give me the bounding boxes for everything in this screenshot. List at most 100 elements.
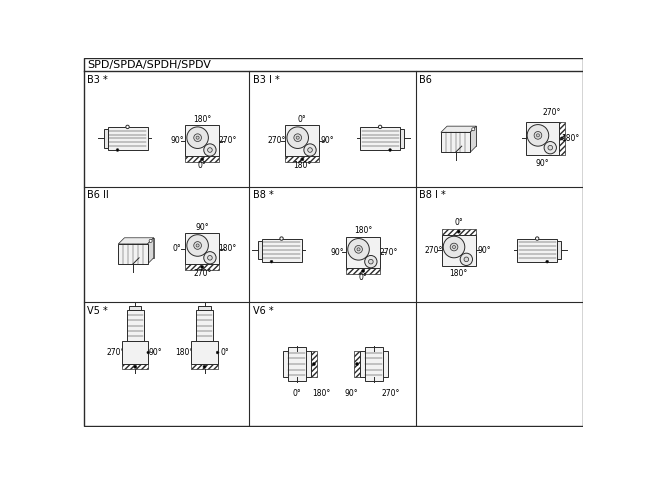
Bar: [283, 351, 311, 377]
Polygon shape: [441, 132, 470, 152]
Text: 270°: 270°: [380, 248, 398, 257]
Circle shape: [201, 158, 203, 161]
Text: 270°: 270°: [106, 348, 124, 357]
Polygon shape: [447, 126, 476, 146]
Bar: [192, 341, 218, 364]
Bar: [122, 341, 148, 364]
Circle shape: [280, 237, 283, 240]
Circle shape: [357, 248, 360, 251]
Circle shape: [348, 239, 369, 260]
Circle shape: [365, 255, 377, 268]
Circle shape: [134, 365, 136, 368]
Text: 180°: 180°: [218, 244, 237, 253]
Text: 270°: 270°: [193, 269, 211, 278]
Bar: [261, 239, 302, 262]
Bar: [185, 125, 219, 156]
Text: B8 I *: B8 I *: [419, 190, 446, 200]
Polygon shape: [148, 238, 153, 264]
Bar: [185, 233, 219, 264]
Circle shape: [149, 240, 152, 242]
Bar: [122, 364, 148, 370]
Text: 90°: 90°: [320, 136, 334, 145]
Text: 270°: 270°: [268, 136, 286, 145]
Circle shape: [355, 245, 363, 253]
Text: V5 *: V5 *: [86, 306, 107, 315]
Text: 270°: 270°: [424, 246, 443, 254]
Circle shape: [389, 149, 391, 151]
Bar: [360, 127, 400, 150]
Text: 0°: 0°: [198, 161, 207, 170]
Text: 90°: 90°: [331, 248, 345, 257]
Circle shape: [196, 244, 199, 247]
Text: B3 I *: B3 I *: [253, 74, 280, 84]
Circle shape: [304, 144, 316, 156]
Circle shape: [116, 149, 119, 151]
Circle shape: [207, 255, 213, 260]
Bar: [400, 129, 404, 148]
Bar: [559, 122, 565, 155]
Circle shape: [369, 259, 373, 264]
Circle shape: [147, 351, 150, 354]
Text: 0°: 0°: [454, 218, 463, 227]
Text: 0°: 0°: [172, 244, 181, 253]
Circle shape: [216, 351, 219, 354]
Bar: [354, 351, 360, 377]
Text: SPD/SPDA/SPDH/SPDV: SPD/SPDA/SPDH/SPDV: [88, 60, 211, 70]
Circle shape: [307, 148, 313, 152]
Text: 180°: 180°: [293, 161, 311, 170]
Bar: [311, 351, 317, 377]
Text: 270°: 270°: [218, 136, 237, 145]
Text: 270°: 270°: [543, 108, 561, 117]
Circle shape: [361, 269, 365, 273]
Text: V6 *: V6 *: [253, 306, 274, 315]
Circle shape: [472, 128, 474, 131]
Bar: [360, 351, 388, 377]
Text: 270°: 270°: [382, 389, 400, 398]
Text: 0°: 0°: [220, 348, 229, 357]
Circle shape: [356, 362, 359, 366]
Bar: [196, 310, 213, 341]
Bar: [107, 127, 148, 150]
Circle shape: [203, 144, 216, 156]
Bar: [185, 264, 219, 270]
Bar: [346, 237, 380, 268]
Text: 180°: 180°: [313, 389, 331, 398]
Bar: [192, 364, 218, 370]
Circle shape: [201, 265, 203, 269]
Circle shape: [443, 236, 465, 258]
Polygon shape: [470, 126, 476, 152]
Circle shape: [196, 136, 199, 139]
Text: 90°: 90°: [171, 136, 185, 145]
Circle shape: [270, 260, 273, 263]
Bar: [442, 228, 476, 235]
Bar: [517, 239, 557, 262]
Circle shape: [301, 158, 304, 161]
Circle shape: [187, 127, 209, 148]
Bar: [285, 125, 319, 156]
Text: 90°: 90°: [536, 158, 549, 168]
Circle shape: [203, 252, 216, 264]
Bar: [185, 156, 219, 162]
Bar: [129, 306, 142, 310]
Bar: [365, 347, 384, 381]
Text: 90°: 90°: [148, 348, 162, 357]
Text: 90°: 90°: [344, 389, 358, 398]
Text: B6: B6: [419, 74, 432, 84]
Text: B6 II: B6 II: [86, 190, 109, 200]
Circle shape: [452, 245, 456, 249]
Text: 90°: 90°: [196, 223, 209, 231]
Text: 0°: 0°: [298, 115, 307, 124]
Circle shape: [287, 127, 309, 148]
Circle shape: [536, 237, 539, 240]
Circle shape: [464, 257, 469, 262]
Circle shape: [294, 134, 302, 142]
Circle shape: [126, 125, 129, 129]
Bar: [103, 129, 107, 148]
Circle shape: [560, 137, 564, 140]
Circle shape: [546, 260, 549, 263]
Polygon shape: [441, 126, 476, 132]
Text: 180°: 180°: [450, 269, 468, 278]
Bar: [127, 310, 144, 341]
Circle shape: [207, 148, 213, 152]
Circle shape: [194, 241, 202, 249]
